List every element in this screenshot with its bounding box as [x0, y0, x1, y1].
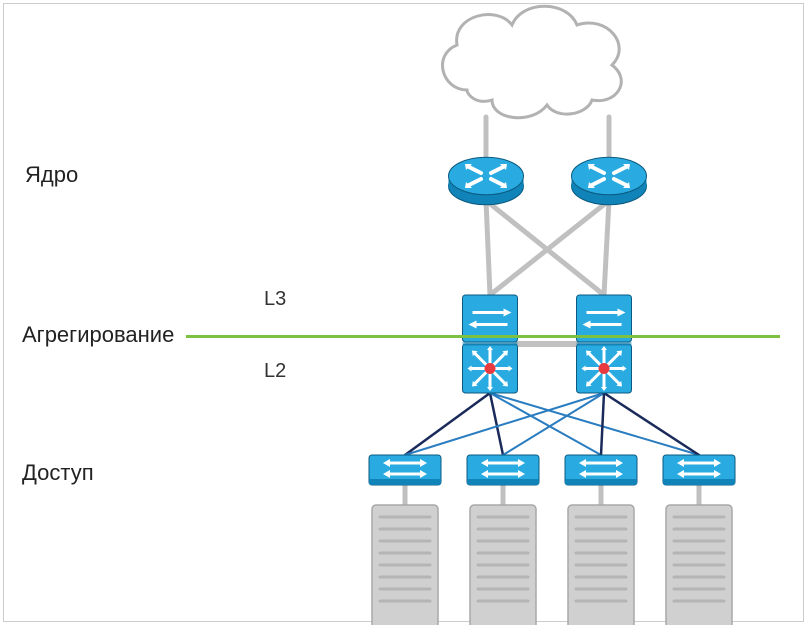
label-core: Ядро: [25, 162, 78, 188]
server-2: [470, 505, 536, 625]
server-4: [666, 505, 732, 625]
cloud-icon: [443, 6, 622, 117]
server-1: [372, 505, 438, 625]
label-l3: L3: [264, 288, 286, 311]
l2-l3-divider: [186, 335, 780, 338]
core-router-2: [572, 157, 647, 205]
label-l2: L2: [264, 360, 286, 383]
access-switch-1: [369, 455, 441, 485]
access-switch-3: [565, 455, 637, 485]
aggregation-switch-1: [463, 295, 518, 393]
network-diagram: [0, 0, 807, 625]
aggregation-switch-2: [577, 295, 632, 393]
server-3: [568, 505, 634, 625]
label-access: Доступ: [22, 460, 94, 486]
label-aggr: Агрегирование: [22, 322, 174, 348]
access-switch-4: [663, 455, 735, 485]
core-router-1: [449, 157, 524, 205]
access-switch-2: [467, 455, 539, 485]
